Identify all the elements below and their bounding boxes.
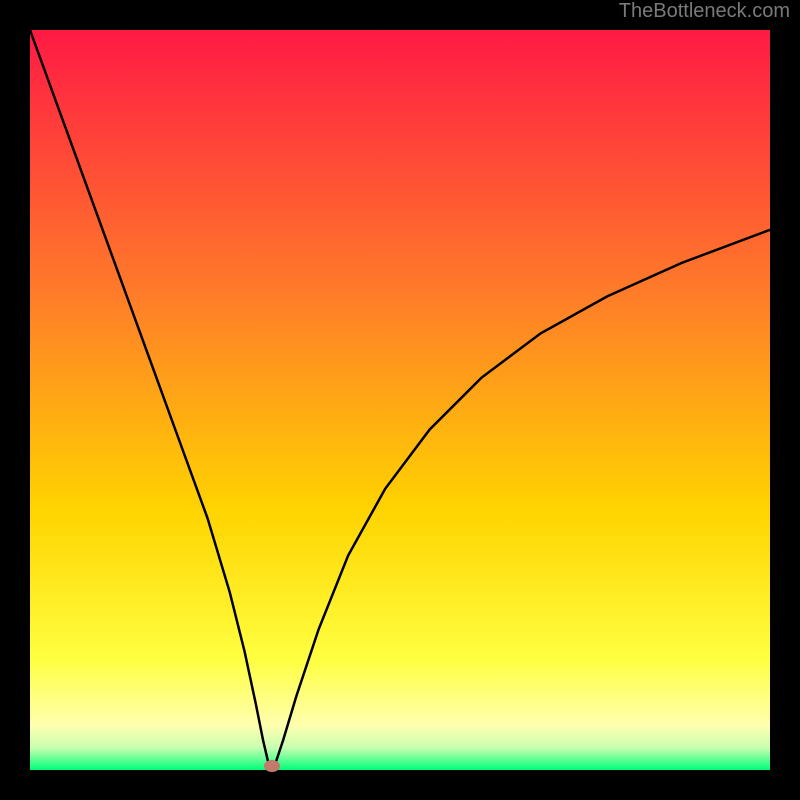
watermark-text: TheBottleneck.com xyxy=(619,0,790,23)
bottleneck-curve xyxy=(30,30,770,770)
minimum-marker xyxy=(264,760,280,772)
plot-area xyxy=(30,30,770,770)
